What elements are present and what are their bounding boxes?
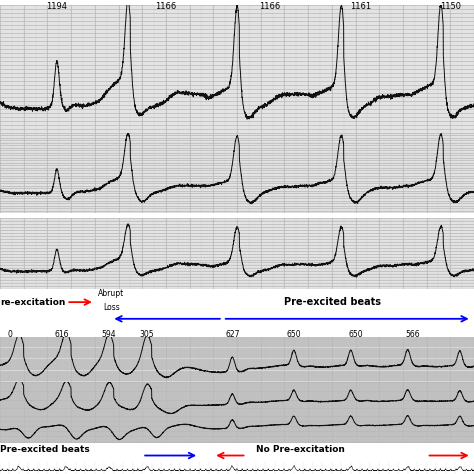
- Text: 1194: 1194: [46, 2, 67, 11]
- Text: 0: 0: [7, 330, 12, 339]
- Text: Loss: Loss: [103, 303, 120, 312]
- Text: Pre-excited beats: Pre-excited beats: [284, 297, 382, 307]
- Text: 650: 650: [287, 330, 301, 339]
- Text: re-excitation: re-excitation: [0, 298, 65, 307]
- Text: 594: 594: [102, 330, 116, 339]
- Text: 1150: 1150: [440, 2, 461, 11]
- Text: 1166: 1166: [155, 2, 176, 11]
- Text: 1166: 1166: [260, 2, 281, 11]
- Text: 1161: 1161: [350, 2, 371, 11]
- Text: 305: 305: [140, 330, 154, 339]
- Text: Abrupt: Abrupt: [98, 289, 125, 298]
- Text: 566: 566: [405, 330, 419, 339]
- Text: No Pre-excitation: No Pre-excitation: [256, 446, 345, 454]
- Text: 650: 650: [348, 330, 363, 339]
- Text: Pre-excited beats: Pre-excited beats: [0, 446, 90, 454]
- Text: 616: 616: [55, 330, 69, 339]
- Text: 627: 627: [225, 330, 239, 339]
